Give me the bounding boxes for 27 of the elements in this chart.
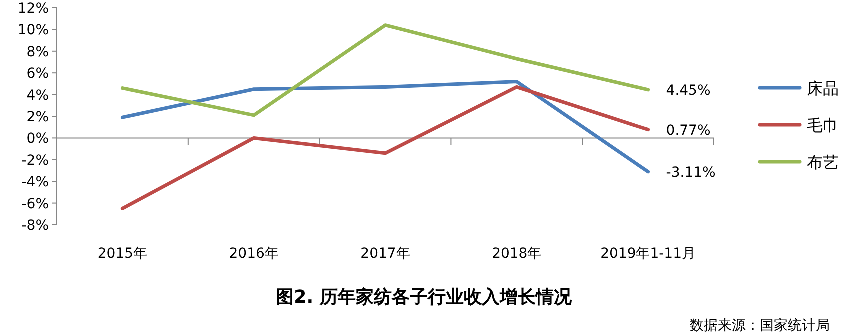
line-series xyxy=(120,24,650,118)
x-tick-label: 2019年1-11月 xyxy=(600,246,696,262)
source-note: 数据来源：国家统计局 xyxy=(690,318,830,334)
y-tick-label: 10% xyxy=(18,22,49,39)
y-tick-label: 2% xyxy=(26,110,49,126)
y-tick-label: 8% xyxy=(26,44,49,60)
data-label: -3.11% xyxy=(666,164,716,181)
line-series xyxy=(120,85,650,210)
data-label: 0.77% xyxy=(666,122,711,139)
data-label: 4.45% xyxy=(666,82,711,99)
x-tick-label: 2018年 xyxy=(492,246,542,262)
legend-label: 床品 xyxy=(807,79,839,98)
y-tick-label: -2% xyxy=(22,152,49,169)
y-tick-label: 12% xyxy=(18,1,49,17)
x-tick-label: 2016年 xyxy=(229,246,279,262)
y-tick-label: 0% xyxy=(26,131,49,148)
y-tick-label: -4% xyxy=(22,174,49,191)
x-tick-label: 2015年 xyxy=(98,246,148,262)
y-tick-label: 6% xyxy=(26,66,49,82)
y-tick-label: -8% xyxy=(22,218,49,234)
legend-label: 毛巾 xyxy=(807,116,839,135)
line-series xyxy=(120,80,650,174)
y-tick-label: 4% xyxy=(26,88,49,104)
x-tick-label: 2017年 xyxy=(360,246,410,262)
y-tick-label: -6% xyxy=(22,196,49,212)
legend-label: 布艺 xyxy=(807,153,839,172)
text: 图2. 历年家纺各子行业收入增长情况 xyxy=(276,287,573,308)
